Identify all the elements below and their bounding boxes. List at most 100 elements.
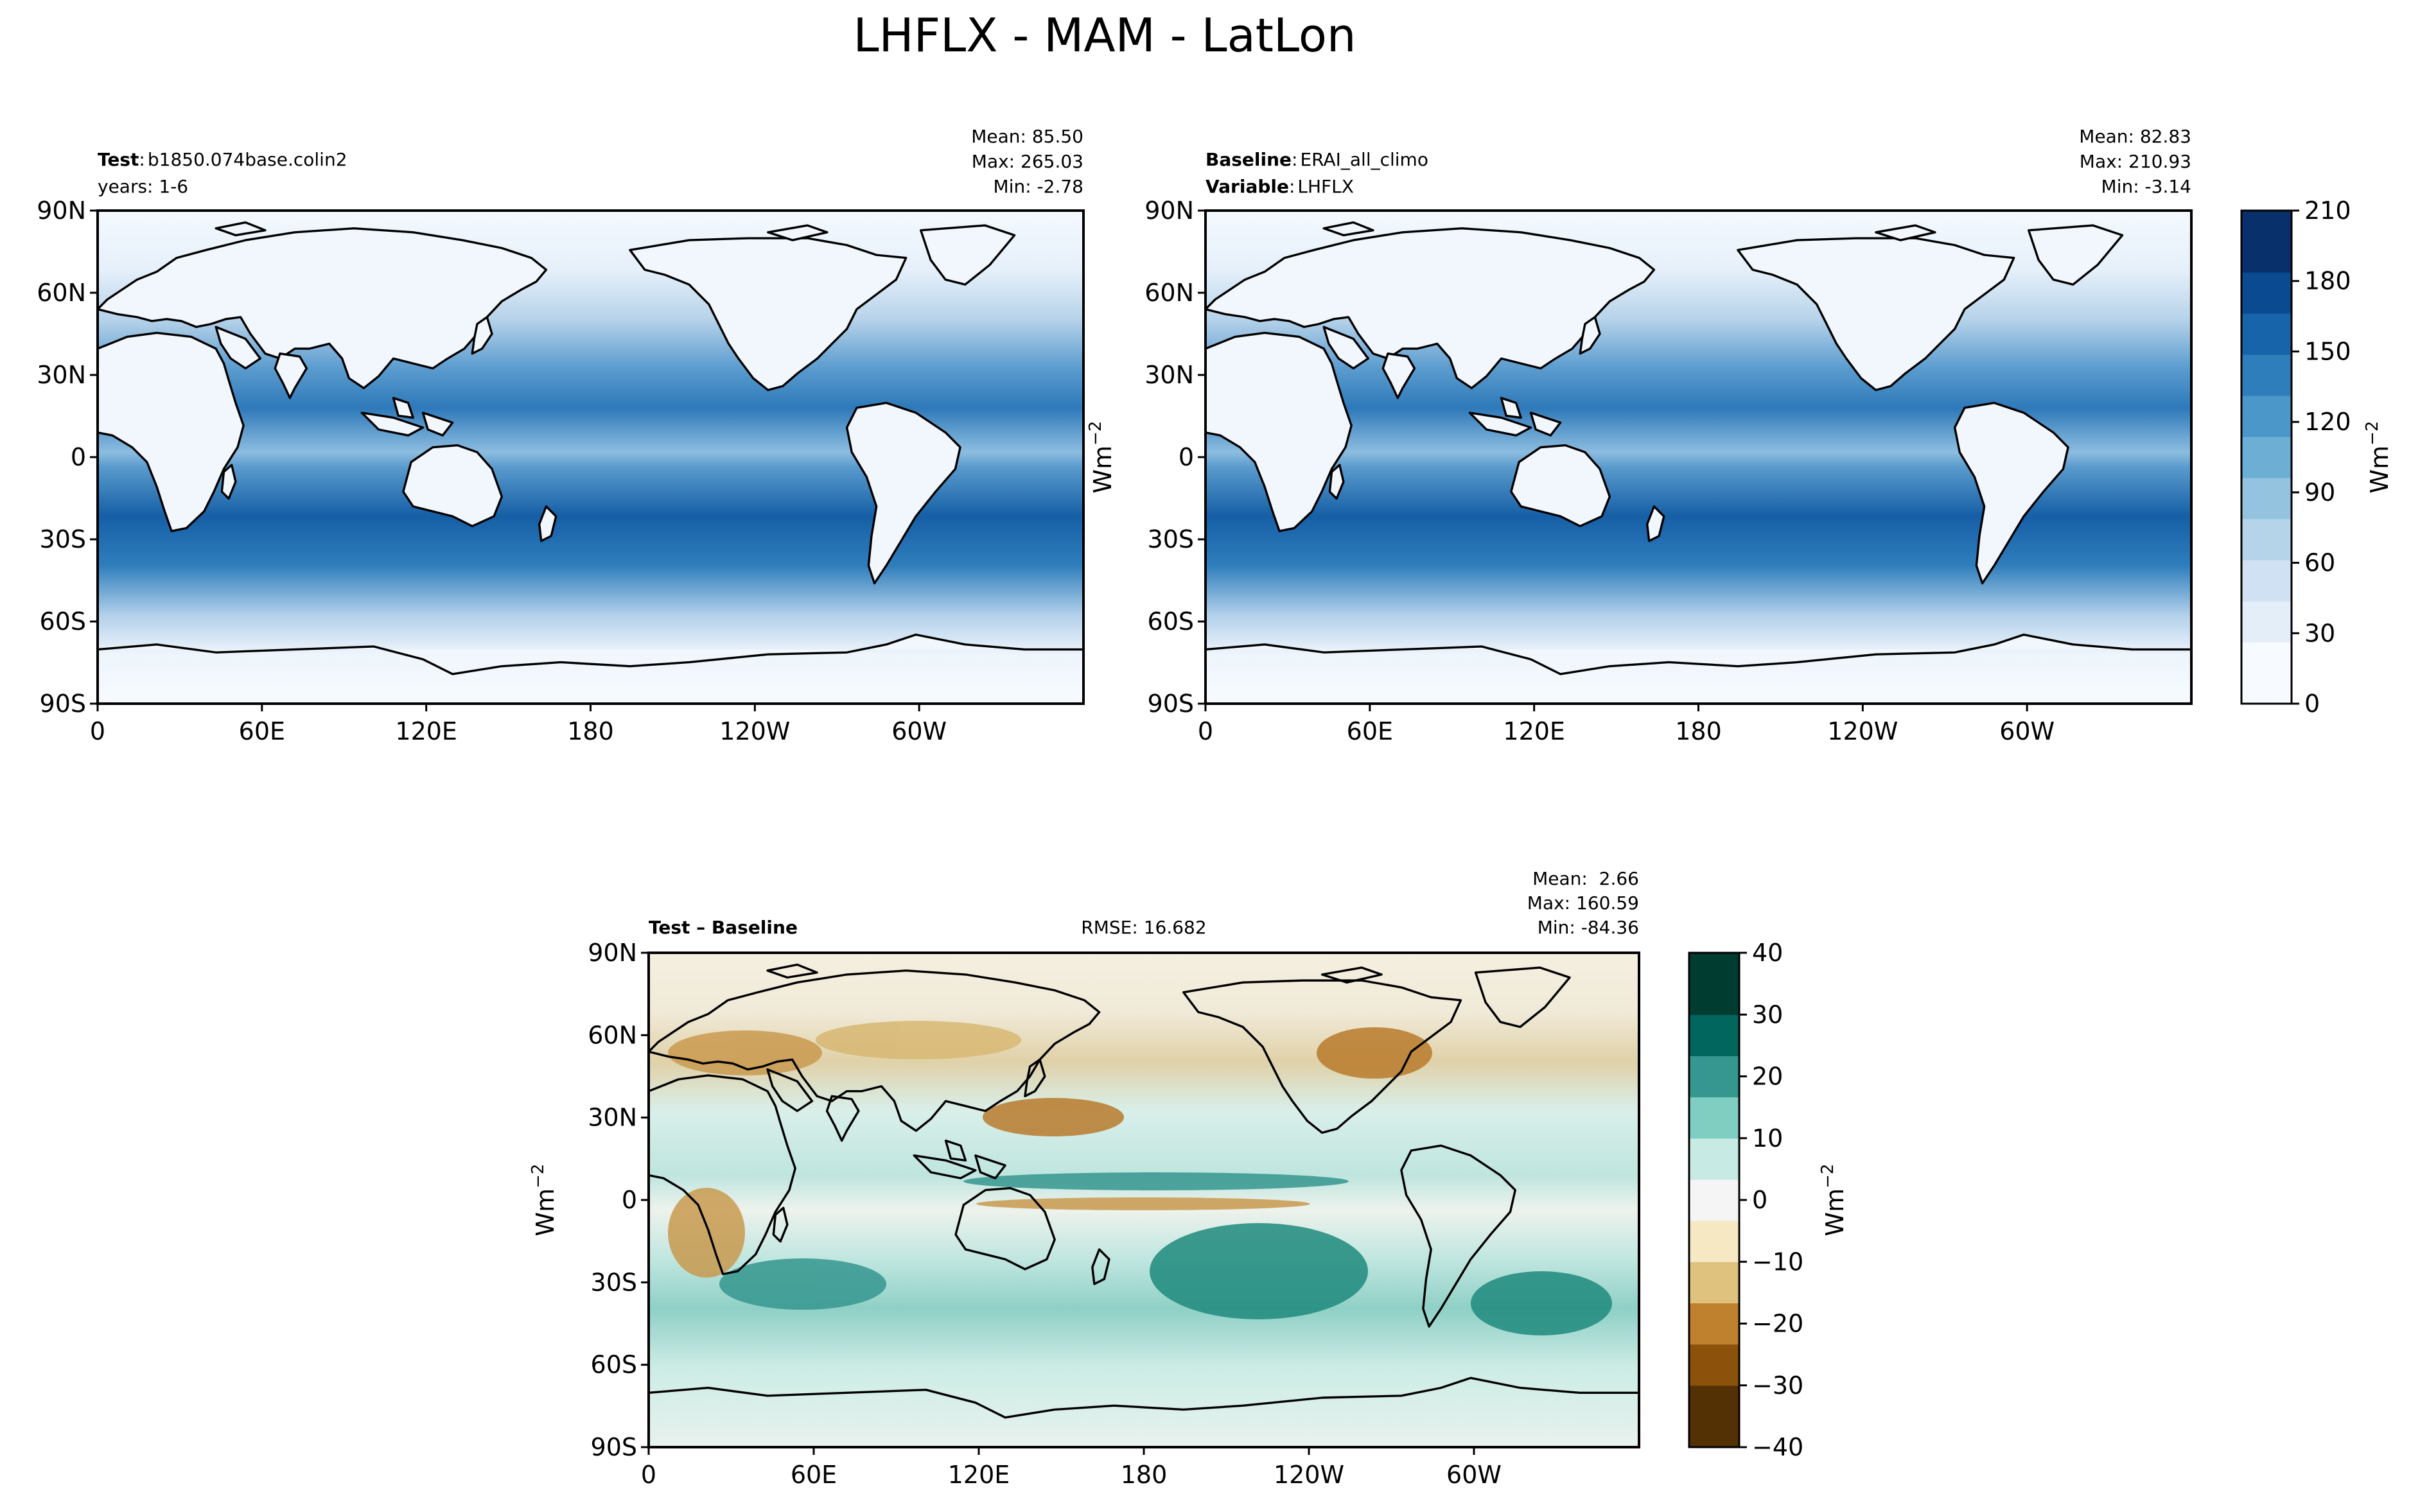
diff-colorbar-units: Wm−2: [1818, 1164, 1849, 1237]
abs-colorbar-swatches: [2241, 211, 2292, 704]
colorbar-swatch: [2241, 683, 2292, 704]
lon-tick-label: 60W: [1446, 1461, 1502, 1489]
lat-tick-label: 30S: [1148, 525, 1194, 553]
colorbar-swatch: [2241, 478, 2292, 499]
baseline-min: Min: -3.14: [2101, 176, 2191, 197]
lon-tick-label: 120W: [1274, 1461, 1344, 1489]
lat-tick-label: 60N: [37, 279, 86, 307]
lat-tick-label: 90S: [591, 1433, 637, 1461]
test-label-value: b1850.074base.colin2: [148, 149, 347, 170]
lat-tick-label: 60S: [1148, 607, 1194, 636]
lat-tick-label: 90S: [1148, 690, 1194, 718]
test-min: Min: -2.78: [994, 176, 1083, 197]
colorbar-swatch: [1689, 1282, 1739, 1304]
lat-tick-label: 0: [71, 443, 86, 471]
colorbar-tick-label: 30: [1752, 1000, 1783, 1029]
baseline-lat-ticks: 90N 60N 30N 0 30S 60S 90S: [1144, 196, 1206, 718]
diff-rmse: RMSE: 16.682: [1081, 917, 1206, 938]
diff-units-left: Wm−2: [529, 1164, 559, 1237]
test-label: Test: b1850.074base.colin2: [98, 149, 347, 170]
colorbar-swatch: [2241, 560, 2292, 581]
colorbar-swatch: [1689, 1241, 1739, 1262]
colorbar-tick-label: −40: [1752, 1433, 1803, 1461]
baseline-variable: Variable: LHFLX: [1206, 176, 1354, 197]
colorbar-swatch: [1689, 953, 1739, 974]
colorbar-swatch: [2241, 621, 2292, 643]
colorbar-tick-label: −30: [1752, 1371, 1803, 1400]
colorbar-swatch: [2241, 354, 2292, 376]
colorbar-swatch: [2241, 272, 2292, 293]
figure-title: LHFLX - MAM - LatLon: [853, 8, 1356, 62]
lon-tick-label: 60W: [1999, 717, 2055, 745]
colorbar-swatch: [2241, 416, 2292, 437]
lat-tick-label: 60S: [40, 607, 86, 636]
colorbar-swatch: [1689, 1221, 1739, 1242]
diff-colorbar-ticks: 40 30 20 10 0 −10 −20 −30 −40: [1739, 939, 1803, 1461]
colorbar-swatch: [2241, 211, 2292, 232]
baseline-label: Baseline: ERAI_all_climo: [1206, 149, 1428, 170]
lon-tick-label: 180: [1121, 1461, 1168, 1489]
colorbar-swatch: [2241, 313, 2292, 335]
abs-colorbar: 210 180 150 120 90 60 30 0 Wm−2: [2240, 196, 2394, 718]
lat-tick-label: 60S: [591, 1351, 637, 1379]
lat-tick-label: 30N: [37, 361, 86, 389]
colorbar-swatch: [1689, 1056, 1739, 1077]
lat-tick-label: 30N: [1144, 361, 1194, 389]
colorbar-swatch: [1689, 1262, 1739, 1283]
colorbar-swatch: [1689, 1364, 1739, 1386]
diff-lon-ticks: 0 60E 120E 180 120W 60W: [641, 1447, 1502, 1489]
test-years: years: 1-6: [98, 176, 188, 197]
baseline-max: Max: 210.93: [2080, 151, 2191, 172]
baseline-panel: 90N 60N 30N 0 30S 60S 90S 0 60E 120E 180 120W 60W B…: [1086, 126, 2193, 745]
colorbar-tick-label: 20: [1752, 1063, 1783, 1091]
top-units-left: Wm−2: [1086, 421, 1117, 494]
lon-tick-label: 0: [641, 1461, 656, 1489]
colorbar-tick-label: 210: [2304, 196, 2351, 225]
lon-tick-label: 120W: [1827, 717, 1898, 745]
colorbar-tick-label: 0: [2304, 690, 2320, 718]
colorbar-swatch: [1689, 1158, 1739, 1180]
colorbar-tick-label: 60: [2304, 549, 2335, 577]
colorbar-tick-label: 150: [2304, 337, 2351, 365]
lat-tick-label: 90S: [40, 690, 86, 718]
colorbar-swatch: [2241, 663, 2292, 684]
lat-tick-label: 60N: [588, 1021, 637, 1049]
colorbar-swatch: [2241, 375, 2292, 396]
colorbar-swatch: [1689, 994, 1739, 1015]
diff-min: Min: -84.36: [1538, 917, 1639, 938]
diff-max: Max: 160.59: [1527, 892, 1639, 914]
baseline-label-value: ERAI_all_climo: [1300, 149, 1428, 170]
test-label-key: Test: [98, 149, 139, 170]
lon-tick-label: 180: [567, 717, 614, 745]
diff-panel: 90N 60N 30N 0 30S 60S 90S 0 60E 120E 180 120W 60W T…: [529, 868, 1640, 1489]
colorbar-swatch: [2241, 539, 2292, 560]
colorbar-swatch: [2241, 231, 2292, 252]
colorbar-swatch: [2241, 395, 2292, 417]
baseline-variable-value: LHFLX: [1297, 176, 1354, 197]
colorbar-tick-label: 30: [2304, 619, 2335, 647]
lat-tick-label: 0: [1179, 443, 1194, 471]
colorbar-swatch: [2241, 293, 2292, 314]
colorbar-swatch: [2241, 437, 2292, 458]
diff-label: Test – Baseline: [649, 917, 798, 938]
lon-tick-label: 60E: [239, 717, 285, 745]
colorbar-swatch: [1689, 1076, 1739, 1098]
lon-tick-label: 60E: [1347, 717, 1393, 745]
colorbar-swatch: [1689, 1097, 1739, 1118]
lon-tick-label: 180: [1675, 717, 1722, 745]
test-label-sep: :: [139, 149, 145, 170]
lon-tick-label: 0: [1198, 717, 1213, 745]
lat-tick-label: 90N: [37, 196, 86, 225]
colorbar-swatch: [2241, 601, 2292, 622]
test-lon-ticks: 0 60E 120E 180 120W 60W: [90, 704, 947, 745]
diff-anomaly-blobs: [668, 1021, 1612, 1335]
abs-colorbar-frame: [2240, 209, 2293, 705]
lat-tick-label: 0: [622, 1186, 637, 1214]
colorbar-tick-label: 120: [2304, 408, 2351, 436]
colorbar-swatch: [1689, 1014, 1739, 1036]
colorbar-swatch: [1689, 1426, 1739, 1448]
lon-tick-label: 60W: [891, 717, 947, 745]
lat-tick-label: 30S: [40, 525, 86, 553]
colorbar-swatch: [1689, 1303, 1739, 1325]
colorbar-swatch: [2241, 519, 2292, 540]
